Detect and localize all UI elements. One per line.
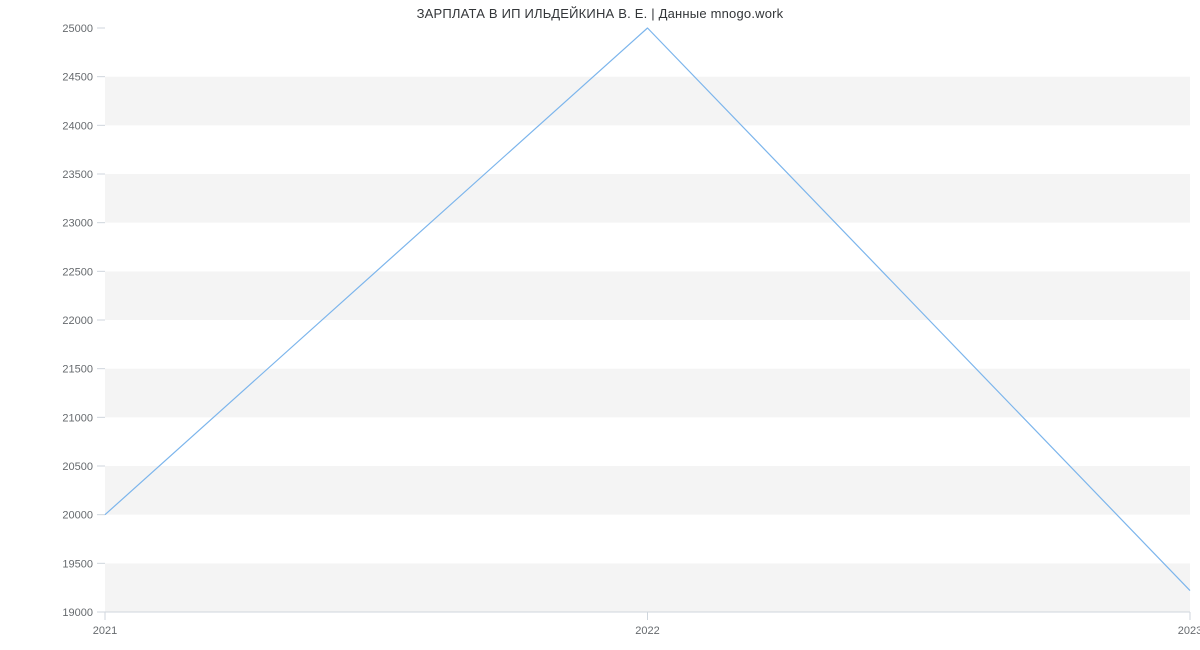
y-tick-label: 22000 <box>62 315 93 327</box>
y-tick-label: 20000 <box>62 510 93 522</box>
x-tick-label: 2022 <box>635 625 659 637</box>
x-tick-label: 2021 <box>93 625 117 637</box>
chart-title: ЗАРПЛАТА В ИП ИЛЬДЕЙКИНА В. Е. | Данные … <box>0 6 1200 21</box>
y-tick-label: 19000 <box>62 607 93 619</box>
chart-canvas: 19000 19500 20000 20500 21000 21500 22000 22500… <box>0 0 1200 650</box>
y-tick-label: 19500 <box>62 558 93 570</box>
y-tick-label: 23000 <box>62 218 93 230</box>
x-tick-label: 2023 <box>1178 625 1200 637</box>
y-tick-label: 24000 <box>62 120 93 132</box>
y-tick-label: 23500 <box>62 169 93 181</box>
y-tick-label: 25000 <box>62 23 93 35</box>
y-tick-label: 22500 <box>62 266 93 278</box>
y-tick-label: 20500 <box>62 461 93 473</box>
salary-line-chart: ЗАРПЛАТА В ИП ИЛЬДЕЙКИНА В. Е. | Данные … <box>0 0 1200 650</box>
y-tick-label: 21500 <box>62 364 93 376</box>
y-tick-label: 21000 <box>62 412 93 424</box>
y-tick-label: 24500 <box>62 72 93 84</box>
